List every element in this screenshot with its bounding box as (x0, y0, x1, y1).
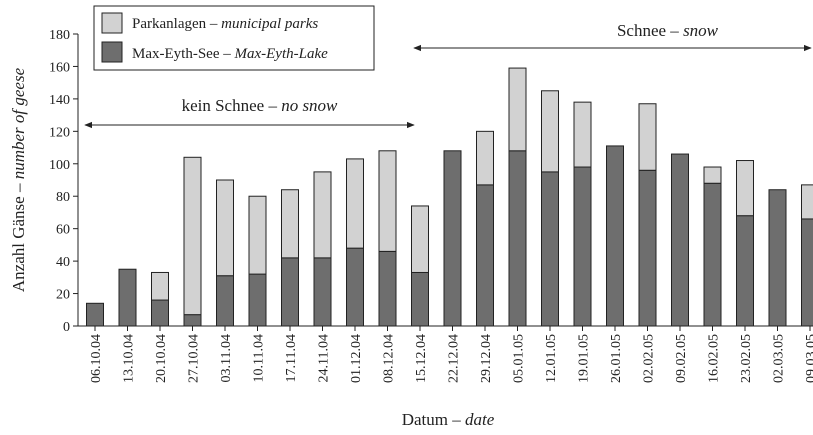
bar-lake (476, 184, 494, 327)
bar-parks (411, 205, 429, 273)
legend-label-lake: Max-Eyth-See – Max-Eyth-Lake (132, 46, 328, 62)
legend: Parkanlagen – municipal parks Max-Eyth-S… (93, 5, 375, 71)
bar-parks (703, 166, 722, 184)
bar-lake (606, 145, 624, 327)
bar-lake (346, 247, 364, 327)
bar-lake (671, 153, 689, 327)
no-snow-label-plain: kein Schnee – (182, 96, 282, 115)
snow-label: Schnee – snow (617, 21, 719, 40)
x-tick-label: 16.02.05 (707, 334, 722, 383)
x-tick-label: 17.11.04 (284, 334, 299, 382)
no-snow-label-italic: no snow (281, 96, 338, 115)
bar-parks (736, 160, 754, 217)
x-tick-label: 19.01.05 (577, 334, 592, 383)
bars (86, 67, 813, 327)
x-axis-title-italic: date (465, 410, 495, 429)
x-tick-label: 02.03.05 (772, 334, 787, 383)
x-tick-label: 10.11.04 (252, 334, 267, 382)
y-tick-label: 60 (56, 223, 70, 238)
bar-parks (541, 90, 559, 173)
y-axis-title-italic: number of geese (9, 67, 28, 179)
snow-label-plain: Schnee – (617, 21, 683, 40)
x-tick-label: 29.12.04 (479, 334, 494, 383)
x-tick-label: 20.10.04 (154, 334, 169, 383)
bar-lake (801, 218, 813, 327)
x-tick-label: 09.02.05 (674, 334, 689, 383)
bar-parks (573, 101, 592, 168)
x-tick-label: 23.02.05 (739, 334, 754, 383)
bar-parks (801, 184, 813, 220)
x-axis-title-plain: Datum – (402, 410, 465, 429)
y-tick-label: 160 (49, 60, 70, 75)
legend-label-lake-plain: Max-Eyth-See – (132, 46, 234, 62)
x-tick-label: 12.01.05 (544, 334, 559, 383)
snow-label-italic: snow (683, 21, 719, 40)
y-tick-label: 180 (49, 28, 70, 43)
bar-lake (508, 150, 527, 327)
bar-lake (443, 150, 462, 327)
legend-label-parks-italic: municipal parks (221, 16, 318, 32)
bar-parks (313, 171, 332, 259)
y-axis-title-plain: Anzahl Gänse – (9, 179, 28, 292)
bar-parks (346, 158, 364, 249)
x-tick-label: 24.11.04 (317, 334, 332, 382)
bar-lake (216, 275, 234, 327)
bar-parks (281, 189, 299, 259)
y-axis-title: Anzahl Gänse – number of geese (9, 67, 28, 292)
x-tick-label: 13.10.04 (122, 334, 137, 383)
bar-parks (216, 179, 234, 277)
bar-parks (151, 271, 169, 301)
x-tick-label: 01.12.04 (349, 334, 364, 383)
y-tick-label: 80 (56, 190, 70, 205)
x-tick-label: 02.02.05 (642, 334, 657, 383)
x-tick-label: 09.03.05 (804, 334, 813, 383)
bar-lake (703, 182, 722, 327)
bar-lake (411, 271, 429, 327)
x-axis-ticks: 06.10.04 13.10.04 20.10.04 27.10.04 03.11.04… (89, 326, 813, 383)
bar-parks (183, 156, 202, 316)
legend-swatch-parks (101, 12, 123, 34)
bar-lake (86, 302, 104, 327)
y-tick-label: 0 (63, 320, 70, 335)
bar-lake (183, 314, 202, 327)
y-axis-ticks: 0 20 40 60 80 100 120 140 160 180 (49, 28, 78, 335)
y-tick-label: 140 (49, 93, 70, 108)
bar-lake (248, 273, 267, 327)
legend-label-lake-italic: Max-Eyth-Lake (233, 46, 328, 62)
bar-lake (736, 215, 754, 327)
legend-box (93, 5, 375, 71)
x-tick-label: 03.11.04 (219, 334, 234, 382)
legend-swatch-lake (101, 41, 123, 63)
bar-lake (281, 257, 299, 327)
legend-label-parks-plain: Parkanlagen – (132, 16, 221, 32)
bar-parks (476, 130, 494, 186)
bar-parks (638, 103, 657, 171)
y-tick-label: 20 (56, 288, 70, 303)
bar-lake (638, 169, 657, 327)
x-tick-label: 06.10.04 (89, 334, 104, 383)
bar-lake (768, 189, 787, 327)
bar-lake (118, 268, 137, 327)
bar-lake (378, 250, 397, 327)
y-tick-label: 40 (56, 255, 70, 270)
y-tick-label: 100 (49, 158, 70, 173)
bar-lake (541, 171, 559, 327)
bar-lake (151, 299, 169, 327)
bar-parks (508, 67, 527, 152)
x-tick-label: 15.12.04 (414, 334, 429, 383)
x-tick-label: 22.12.04 (447, 334, 462, 383)
x-tick-label: 05.01.05 (512, 334, 527, 383)
bar-lake (573, 166, 592, 327)
bar-parks (378, 150, 397, 252)
bar-parks (248, 195, 267, 275)
legend-label-parks: Parkanlagen – municipal parks (132, 16, 318, 32)
bar-lake (313, 257, 332, 327)
x-tick-label: 26.01.05 (609, 334, 624, 383)
x-axis-title: Datum – date (402, 410, 495, 429)
no-snow-label: kein Schnee – no snow (182, 96, 338, 115)
y-tick-label: 120 (49, 125, 70, 140)
x-tick-label: 08.12.04 (382, 334, 397, 383)
x-tick-label: 27.10.04 (187, 334, 202, 383)
